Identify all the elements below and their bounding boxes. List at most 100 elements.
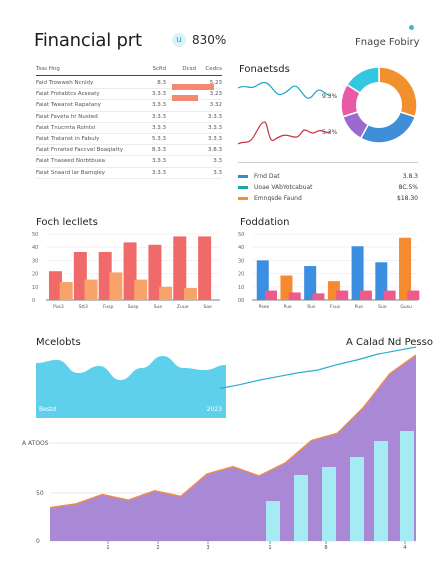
x-tick-label: Rus — [307, 304, 316, 310]
table-row: Faiat Tnucmta Rolntsi 3.3.3 3.3.3 — [36, 123, 222, 134]
x-tick-label: Zuue — [177, 304, 189, 310]
area-chart-wave: Bestd 2023 — [36, 356, 226, 418]
bar — [266, 501, 280, 541]
legend-item: Emnqsde Faund $18.30 — [238, 193, 418, 204]
row-name: Faiat Tnaseed Norbtbuea — [36, 158, 106, 165]
legend-swatch — [238, 186, 248, 189]
section-title-forecasts: Fonaetsds — [239, 64, 290, 75]
row-value: 3.8.3 — [208, 147, 222, 154]
bar — [400, 431, 414, 541]
legend-label: Emnqsde Faund — [254, 195, 302, 202]
x-tick-label: Sae — [203, 304, 212, 310]
bar — [134, 279, 148, 300]
chart-title-4: A Calad Nd Pesso — [346, 337, 433, 348]
bar — [148, 244, 162, 300]
table-header-cell: Cedcs — [205, 66, 222, 72]
x-tick-label: Paee — [258, 304, 269, 310]
row-value: 8.3 — [157, 80, 166, 87]
check-icon: u — [172, 33, 186, 47]
y-tick-label: A ATOOS — [22, 440, 49, 447]
bar-chart-1: 0 10 20 30 40 50 Pus3 Stt3 Fusp Sasp Sue Zuue Sae — [32, 232, 220, 310]
bar — [294, 475, 308, 541]
row-value: 8.3.3 — [152, 147, 166, 154]
area-left-label: Bestd — [39, 406, 56, 413]
bar — [98, 252, 112, 300]
row-value: 3.3.3 — [152, 113, 166, 120]
y-tick-label: 20 — [238, 272, 244, 278]
bar — [265, 290, 278, 300]
bar — [374, 441, 388, 541]
bar — [351, 246, 364, 300]
y-tick-label: 40 — [32, 245, 38, 251]
legend-label: Frnd Dat — [254, 173, 280, 180]
bar — [312, 293, 325, 300]
row-value: 3.3.3 — [152, 158, 166, 165]
y-tick-label: 0 — [32, 298, 35, 304]
table-row: Faiat Faveta hr Nusted 3.3.3 3.3.3 — [36, 112, 222, 123]
mini-line-2 — [237, 121, 331, 145]
area-right-label: 2023 — [207, 406, 222, 413]
y-tick-label: 50 — [32, 232, 38, 238]
x-tick-label: Gusu — [400, 304, 412, 310]
row-value: 3.3.3 — [208, 113, 222, 120]
legend-item: Uoae VAbYotcabuat 8C.5% — [238, 182, 418, 193]
divider — [238, 162, 418, 163]
area-outline — [49, 354, 417, 509]
y-tick-label: 20 — [32, 272, 38, 278]
growth-value: 830% — [192, 33, 227, 47]
bar — [375, 262, 388, 300]
bar — [288, 292, 301, 300]
x-tick-label: Sasp — [128, 304, 139, 310]
row-value: 3.3 — [213, 169, 222, 176]
y-tick-label: 50 — [238, 232, 244, 238]
x-tick-label: 2 — [156, 545, 159, 551]
row-value: 3.3.3 — [152, 102, 166, 109]
row-name: Faiat Tweanst Rapatany — [36, 102, 101, 109]
table-row: Faiat Tratanst in Fabuly 5.3.3 3.3.3 — [36, 134, 222, 146]
row-value: 3.3.3 — [152, 124, 166, 131]
x-tick-label: Pus3 — [53, 304, 64, 310]
row-name: Faiat Tnucmta Rolntsi — [36, 124, 96, 131]
donut-chart — [340, 66, 418, 144]
mini-line-1 — [237, 81, 331, 99]
table-row: Faiat Fnnetsd Faccvel Boaqiatty 8.3.3 3.8.… — [36, 145, 222, 157]
table-row: Faiat Snaard lar Bamqley 3.3.3 3.3 — [36, 168, 222, 179]
legend-value: 3.8.3 — [402, 173, 418, 180]
bar — [109, 272, 123, 300]
top-right-label: Fnage Fobiry — [355, 37, 420, 48]
row-name: Faiat Faveta hr Nusted — [36, 113, 98, 120]
x-tick-label: Fsus — [330, 304, 341, 310]
row-value: 5.3.3 — [152, 136, 166, 143]
y-tick-label: 10 — [238, 285, 244, 291]
y-tick-label: 00 — [238, 298, 244, 304]
x-tick-label: 1 — [268, 545, 271, 551]
row-value: 3.3.3 — [208, 136, 222, 143]
bar — [59, 282, 73, 300]
legend-item: Frnd Dat 3.8.3 — [238, 171, 418, 182]
mini-line-1-label: 9.3% — [322, 93, 338, 100]
x-tick-label: Sue — [154, 304, 163, 310]
row-value: 5.23 — [209, 80, 222, 87]
mini-line-charts: 9.3% 5.3% — [237, 81, 338, 145]
table-header-cell: Tsss Hng — [36, 66, 60, 72]
row-name: Faiat Frotabtcs Acseaty — [36, 91, 100, 98]
bar-chart-2: 00 10 20 30 40 50 Paee Pue Rus Fsus Pue Sue Gusu — [238, 232, 420, 310]
x-tick-label: 8 — [324, 545, 327, 551]
donut-hole — [356, 82, 402, 128]
row-value: 3.23 — [209, 91, 222, 98]
y-tick-label: 40 — [238, 245, 244, 251]
x-tick-label: Pue — [355, 304, 363, 310]
bar — [304, 266, 317, 300]
x-tick-label: Pue — [283, 304, 291, 310]
legend-value: 8C.5% — [398, 184, 418, 191]
table-row: Faiat Tweanst Rapatany 3.3.3 3.32 — [36, 100, 222, 112]
bar — [322, 467, 336, 541]
x-tick-label: Fusp — [103, 304, 114, 310]
table-row: Faid Trowweh Ncnldy 8.3 5.23 — [36, 78, 222, 91]
bar — [383, 290, 396, 300]
table-header: Tsss Hng Scfid Dcsd Cedcs — [36, 66, 222, 76]
y-tick-label: 0 — [36, 538, 40, 545]
status-dot-icon — [409, 25, 414, 30]
bar — [336, 290, 349, 300]
table-header-cell: Dcsd — [182, 66, 196, 72]
